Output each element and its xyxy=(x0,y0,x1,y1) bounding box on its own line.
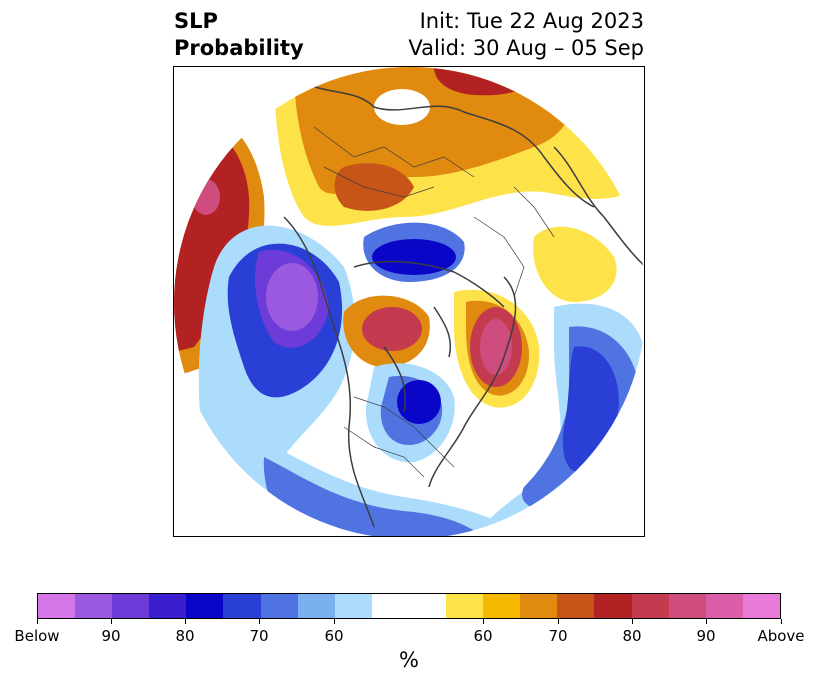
colorbar-tick-mark xyxy=(781,619,782,624)
colorbar-tick-mark xyxy=(483,619,484,624)
colorbar-tick-mark xyxy=(259,619,260,624)
title-variable: SLP xyxy=(174,9,218,33)
colorbar-segment xyxy=(705,594,743,618)
colorbar-segment xyxy=(260,594,298,618)
colorbar-segment xyxy=(631,594,669,618)
init-date-label: Init: Tue 22 Aug 2023 xyxy=(419,9,644,33)
colorbar-tick-label: 90 xyxy=(101,627,121,645)
colorbar-segment xyxy=(483,594,521,618)
title-quantity: Probability xyxy=(174,36,304,60)
country-borders xyxy=(313,126,555,478)
colorbar-segment xyxy=(742,594,780,618)
colorbar-segment xyxy=(446,594,484,618)
colorbar-tick-label: 80 xyxy=(175,627,195,645)
colorbar-tick-mark xyxy=(334,619,335,624)
colorbar-segment xyxy=(408,594,447,618)
colorbar-segment xyxy=(334,594,372,618)
colorbar-tick-mark xyxy=(37,619,38,624)
colorbar-tick-mark xyxy=(111,619,112,624)
colorbar-unit-label: % xyxy=(399,648,419,672)
colorbar-segment xyxy=(186,594,224,618)
colorbar-segment xyxy=(38,594,76,618)
colorbar-tick-label: Below xyxy=(14,627,60,645)
colorbar-tick-label: Above xyxy=(757,627,805,645)
colorbar-tick-label: 90 xyxy=(696,627,716,645)
coastlines xyxy=(283,76,644,528)
below-region-south xyxy=(397,380,441,424)
colorbar-tick-mark xyxy=(185,619,186,624)
colorbar-tick-mark xyxy=(706,619,707,624)
polar-map xyxy=(173,66,645,537)
colorbar-segment xyxy=(371,594,409,618)
plot-title-left: SLP Probability xyxy=(174,8,304,62)
probability-field xyxy=(174,67,644,536)
colorbar xyxy=(37,593,781,619)
colorbar-segment xyxy=(223,594,261,618)
colorbar-tick-mark xyxy=(558,619,559,624)
colorbar-tick-label: 80 xyxy=(622,627,642,645)
colorbar-tick-mark xyxy=(632,619,633,624)
colorbar-tick-label: 60 xyxy=(324,627,344,645)
colorbar-tick-label: 70 xyxy=(249,627,269,645)
colorbar-segment xyxy=(594,594,632,618)
colorbar-segment xyxy=(668,594,706,618)
colorbar-tick-label: 60 xyxy=(473,627,493,645)
colorbar-segment xyxy=(297,594,335,618)
colorbar-segment xyxy=(75,594,113,618)
colorbar-segment xyxy=(112,594,150,618)
below-strong-region-west xyxy=(266,263,318,331)
colorbar-segment xyxy=(557,594,595,618)
probability-map-svg xyxy=(174,67,644,536)
colorbar-tick-label: 70 xyxy=(548,627,568,645)
colorbar-segment xyxy=(149,594,187,618)
valid-period-label: Valid: 30 Aug – 05 Sep xyxy=(408,36,644,60)
colorbar-segment xyxy=(520,594,558,618)
plot-title-right: Init: Tue 22 Aug 2023 Valid: 30 Aug – 05… xyxy=(408,8,644,62)
